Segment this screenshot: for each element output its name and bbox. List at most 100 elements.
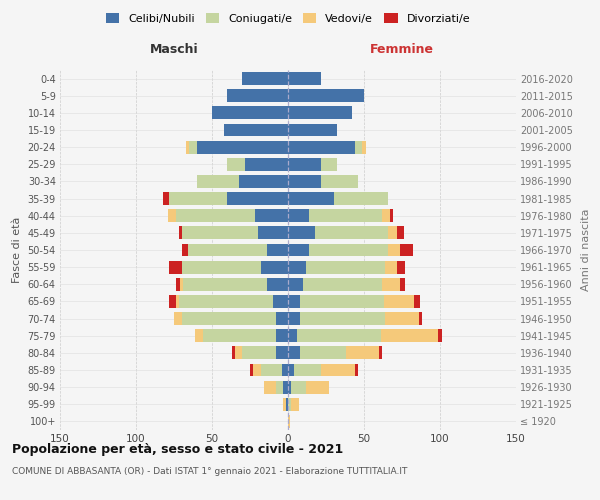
Bar: [235, 346, 242, 360]
Bar: [250, 364, 253, 376]
Bar: [282, 364, 288, 376]
Bar: [419, 312, 422, 325]
Bar: [385, 260, 397, 274]
Text: Femmine: Femmine: [370, 44, 434, 57]
Bar: [227, 158, 245, 170]
Y-axis label: Anni di nascita: Anni di nascita: [581, 209, 592, 291]
Bar: [254, 210, 288, 222]
Bar: [283, 398, 286, 410]
Bar: [346, 346, 379, 360]
Text: Maschi: Maschi: [149, 44, 199, 57]
Bar: [288, 244, 309, 256]
Bar: [183, 278, 267, 290]
Y-axis label: Fasce di età: Fasce di età: [12, 217, 22, 283]
Bar: [180, 278, 183, 290]
Bar: [306, 380, 329, 394]
Bar: [397, 226, 404, 239]
Bar: [182, 260, 260, 274]
Bar: [306, 260, 385, 274]
Bar: [257, 226, 288, 239]
Bar: [169, 192, 227, 205]
Bar: [334, 192, 388, 205]
Bar: [288, 226, 316, 239]
Bar: [400, 278, 405, 290]
Bar: [388, 226, 397, 239]
Bar: [322, 175, 358, 188]
Bar: [414, 295, 420, 308]
Bar: [186, 140, 189, 153]
Bar: [276, 330, 288, 342]
Bar: [316, 226, 388, 239]
Bar: [288, 175, 322, 188]
Bar: [291, 380, 306, 394]
Bar: [197, 140, 288, 153]
Bar: [239, 175, 288, 188]
Bar: [384, 295, 414, 308]
Bar: [309, 244, 388, 256]
Bar: [227, 192, 288, 205]
Bar: [294, 364, 322, 376]
Bar: [176, 295, 179, 308]
Bar: [188, 244, 267, 256]
Bar: [232, 346, 235, 360]
Bar: [309, 210, 382, 222]
Bar: [182, 312, 276, 325]
Bar: [288, 72, 322, 85]
Bar: [169, 260, 182, 274]
Bar: [163, 192, 169, 205]
Bar: [288, 295, 300, 308]
Bar: [203, 330, 276, 342]
Bar: [242, 346, 276, 360]
Bar: [385, 312, 419, 325]
Bar: [288, 278, 303, 290]
Bar: [288, 210, 309, 222]
Bar: [273, 295, 288, 308]
Bar: [288, 90, 364, 102]
Bar: [197, 175, 239, 188]
Bar: [297, 330, 381, 342]
Bar: [224, 124, 288, 136]
Bar: [182, 244, 188, 256]
Bar: [195, 330, 203, 342]
Bar: [267, 244, 288, 256]
Bar: [322, 158, 337, 170]
Bar: [300, 312, 385, 325]
Bar: [288, 346, 300, 360]
Bar: [300, 295, 384, 308]
Bar: [179, 295, 273, 308]
Bar: [362, 140, 365, 153]
Bar: [288, 398, 291, 410]
Bar: [439, 330, 442, 342]
Bar: [276, 346, 288, 360]
Bar: [288, 124, 337, 136]
Bar: [355, 140, 362, 153]
Bar: [283, 380, 288, 394]
Bar: [288, 260, 306, 274]
Bar: [288, 158, 322, 170]
Bar: [286, 398, 288, 410]
Bar: [288, 380, 291, 394]
Bar: [388, 244, 400, 256]
Text: Popolazione per età, sesso e stato civile - 2021: Popolazione per età, sesso e stato civil…: [12, 442, 343, 456]
Bar: [176, 278, 180, 290]
Bar: [276, 312, 288, 325]
Bar: [245, 158, 288, 170]
Bar: [355, 364, 358, 376]
Bar: [276, 380, 283, 394]
Bar: [288, 330, 297, 342]
Bar: [381, 330, 439, 342]
Bar: [260, 260, 288, 274]
Bar: [390, 210, 393, 222]
Bar: [263, 380, 276, 394]
Bar: [288, 106, 352, 120]
Bar: [400, 244, 413, 256]
Bar: [382, 278, 400, 290]
Bar: [169, 295, 176, 308]
Bar: [176, 210, 254, 222]
Text: COMUNE DI ABBASANTA (OR) - Dati ISTAT 1° gennaio 2021 - Elaborazione TUTTITALIA.: COMUNE DI ABBASANTA (OR) - Dati ISTAT 1°…: [12, 468, 407, 476]
Bar: [260, 364, 282, 376]
Bar: [242, 72, 288, 85]
Bar: [382, 210, 390, 222]
Bar: [227, 90, 288, 102]
Bar: [397, 260, 405, 274]
